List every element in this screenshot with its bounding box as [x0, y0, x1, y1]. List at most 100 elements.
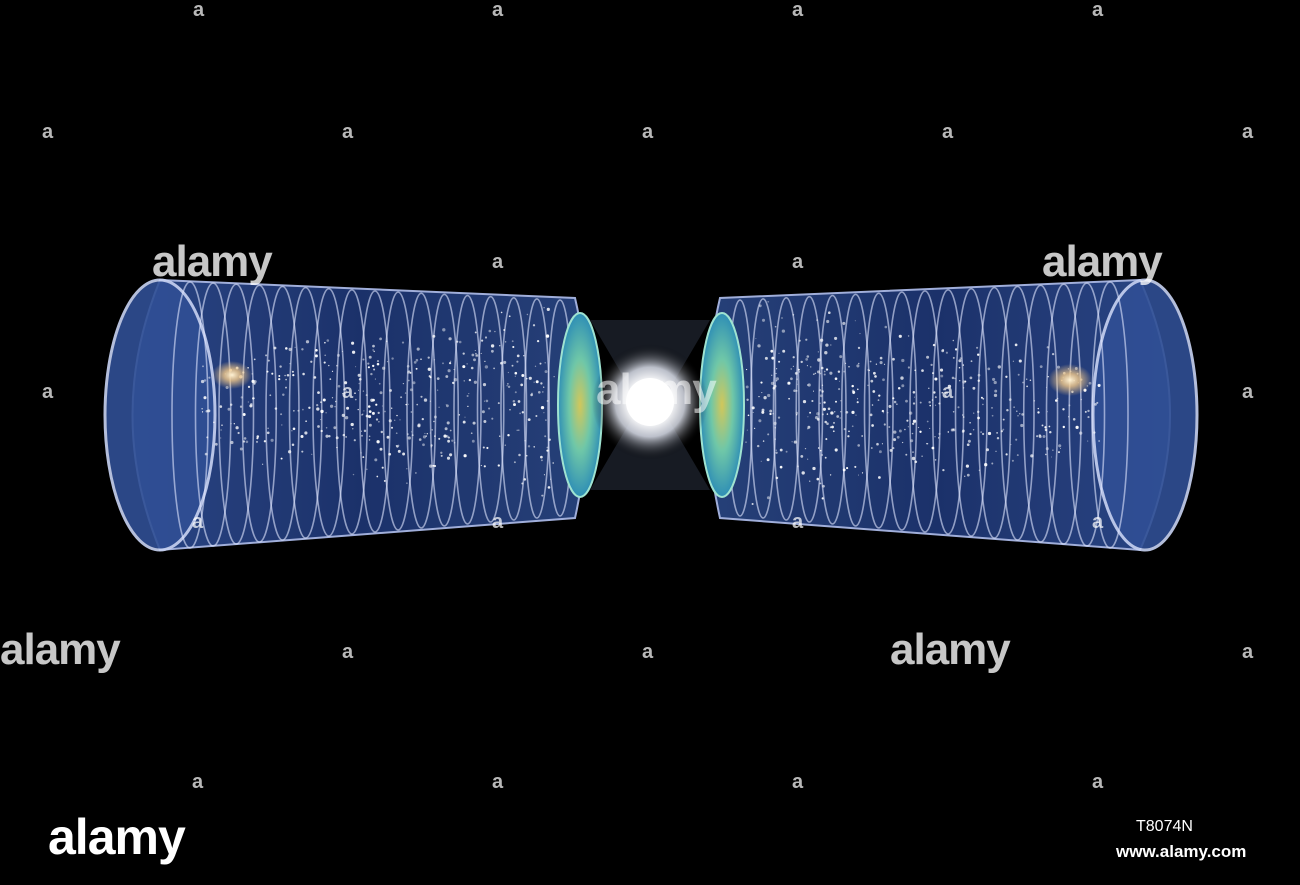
star — [480, 464, 483, 467]
star — [1006, 408, 1009, 412]
star — [472, 421, 476, 425]
star — [957, 406, 960, 409]
star — [424, 432, 426, 435]
star — [1039, 365, 1043, 369]
expansion-ring — [931, 289, 965, 535]
star — [353, 439, 356, 442]
star — [406, 482, 408, 484]
star — [313, 376, 317, 379]
star — [386, 361, 389, 363]
star — [952, 339, 955, 342]
star — [433, 415, 437, 419]
star — [351, 341, 355, 345]
star — [1098, 440, 1100, 442]
star — [929, 427, 931, 429]
star — [766, 496, 770, 500]
star — [881, 443, 883, 445]
expansion-ring — [818, 294, 847, 525]
star — [399, 419, 401, 421]
star — [436, 377, 440, 380]
star — [1044, 428, 1048, 432]
star — [888, 404, 892, 408]
star — [242, 440, 246, 443]
star — [509, 409, 511, 411]
watermark-mark: a — [942, 121, 954, 143]
star — [959, 357, 962, 360]
star — [368, 423, 372, 427]
star — [1018, 359, 1022, 363]
star — [237, 431, 240, 435]
star — [938, 432, 941, 436]
star — [544, 435, 547, 438]
star — [482, 383, 487, 387]
site-url-label: www.alamy.com — [1116, 842, 1247, 861]
star — [442, 362, 444, 365]
star — [404, 392, 407, 394]
star — [772, 386, 776, 390]
star — [777, 416, 781, 419]
star — [778, 352, 780, 355]
star — [871, 424, 874, 427]
star — [357, 389, 360, 391]
star — [285, 378, 287, 381]
star — [1062, 408, 1065, 411]
star — [526, 313, 529, 316]
star — [415, 367, 418, 370]
star — [793, 389, 796, 393]
star — [980, 396, 983, 399]
star — [905, 453, 908, 456]
star — [451, 439, 454, 442]
star — [857, 346, 861, 350]
star — [535, 414, 538, 418]
star — [391, 357, 394, 360]
star — [345, 436, 347, 438]
star — [782, 349, 786, 353]
star — [543, 474, 545, 476]
star — [1033, 400, 1036, 402]
star — [952, 428, 954, 430]
star — [907, 426, 910, 428]
star — [253, 382, 256, 385]
star — [250, 403, 253, 406]
star — [341, 350, 343, 352]
star — [520, 383, 524, 387]
star — [516, 360, 519, 363]
star — [400, 396, 403, 399]
star — [861, 472, 864, 474]
star — [779, 448, 783, 452]
star — [531, 392, 533, 395]
star — [265, 354, 268, 357]
star — [1002, 428, 1005, 431]
star — [331, 397, 334, 399]
star — [512, 345, 515, 349]
star — [986, 448, 989, 452]
star — [856, 398, 859, 400]
watermark-mark: a — [1242, 641, 1254, 663]
star — [402, 452, 406, 456]
star — [962, 416, 965, 418]
star — [822, 407, 826, 411]
star — [337, 384, 341, 388]
star — [471, 353, 475, 357]
star — [775, 476, 779, 480]
star — [912, 391, 916, 394]
star — [523, 355, 525, 357]
star — [402, 382, 405, 385]
watermark-mark: a — [492, 511, 504, 533]
star — [816, 370, 821, 374]
star — [912, 419, 917, 423]
star — [746, 369, 748, 371]
star — [822, 484, 825, 488]
star — [842, 321, 846, 325]
star — [1046, 346, 1049, 349]
star — [325, 412, 327, 414]
star — [372, 344, 375, 348]
star — [926, 420, 929, 423]
star — [824, 351, 828, 355]
star — [807, 416, 809, 418]
star — [821, 454, 823, 456]
star — [878, 476, 881, 479]
star — [425, 435, 427, 437]
star — [798, 339, 801, 342]
star — [362, 358, 365, 361]
